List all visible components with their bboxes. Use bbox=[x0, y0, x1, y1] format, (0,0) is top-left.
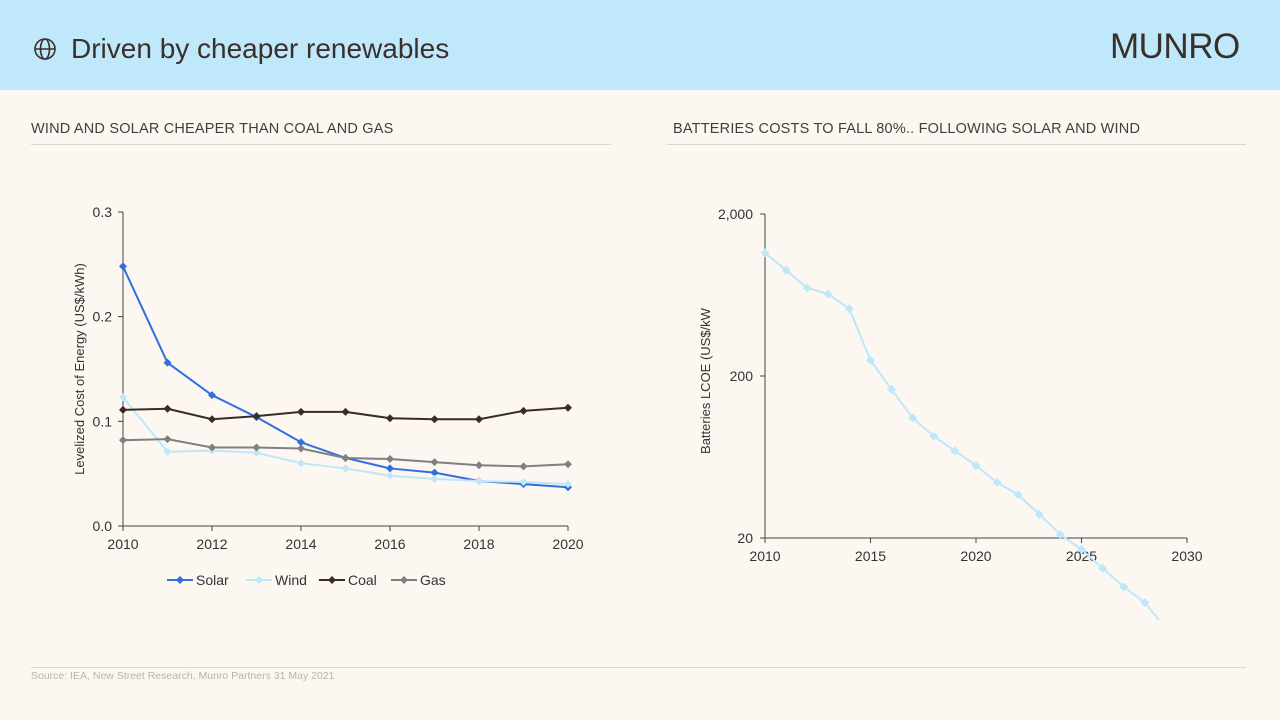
data-point-battery bbox=[929, 431, 939, 441]
data-point-wind bbox=[430, 474, 439, 483]
data-point-wind bbox=[163, 447, 172, 456]
data-point-battery bbox=[1077, 544, 1086, 554]
footer-rule bbox=[31, 667, 1246, 668]
data-point-battery bbox=[823, 289, 833, 299]
data-point-coal bbox=[564, 403, 572, 412]
x-tick-label: 2020 bbox=[552, 536, 583, 552]
x-tick-label: 2010 bbox=[749, 548, 780, 564]
data-point-wind bbox=[252, 448, 261, 457]
data-point-gas bbox=[475, 461, 483, 470]
data-point-battery bbox=[971, 461, 981, 471]
lcoe-line-chart: 0.0 0.1 0.2 0.3 2010 2012 2014 2016 2018 2020 Leve… bbox=[72, 204, 584, 588]
data-point-solar bbox=[297, 438, 305, 447]
globe-icon bbox=[34, 38, 56, 60]
data-point-battery bbox=[950, 446, 960, 456]
data-point-coal bbox=[341, 407, 350, 416]
data-point-battery bbox=[1119, 582, 1129, 592]
data-point-gas bbox=[208, 443, 216, 452]
data-point-wind bbox=[564, 480, 572, 489]
data-point-solar bbox=[208, 391, 216, 400]
legend-label-coal: Coal bbox=[348, 572, 377, 588]
y-tick-label: 200 bbox=[730, 368, 754, 384]
data-point-coal bbox=[297, 407, 305, 416]
data-point-gas bbox=[297, 444, 305, 453]
right-section-title: BATTERIES COSTS TO FALL 80%.. FOLLOWING … bbox=[673, 121, 1141, 137]
data-point-wind bbox=[297, 459, 305, 468]
legend-label-gas: Gas bbox=[420, 572, 446, 588]
right-section-rule bbox=[667, 144, 1246, 145]
data-point-battery bbox=[908, 413, 918, 423]
data-point-battery bbox=[760, 248, 770, 258]
data-point-battery bbox=[781, 265, 791, 275]
left-section-rule bbox=[31, 144, 611, 145]
y-tick-label: 0.2 bbox=[93, 309, 113, 325]
data-point-gas bbox=[564, 460, 572, 469]
data-point-solar bbox=[163, 358, 172, 367]
munro-logo: MUNRO bbox=[1110, 27, 1240, 66]
page-title: Driven by cheaper renewables bbox=[71, 33, 450, 64]
y-tick-label: 20 bbox=[737, 530, 753, 546]
x-tick-label: 2014 bbox=[285, 536, 316, 552]
legend-marker-solar bbox=[176, 576, 184, 584]
y-tick-label: 0.1 bbox=[93, 413, 113, 429]
data-point-gas bbox=[341, 453, 350, 462]
data-point-battery bbox=[1034, 509, 1044, 519]
data-point-battery bbox=[1140, 597, 1150, 607]
x-tick-label: 2030 bbox=[1171, 548, 1202, 564]
data-point-battery bbox=[887, 385, 897, 395]
data-point-wind bbox=[341, 464, 350, 473]
x-tick-label: 2010 bbox=[107, 536, 138, 552]
data-point-gas bbox=[430, 458, 439, 467]
data-point-gas bbox=[163, 435, 172, 444]
battery-lcoe-line-chart: 20 200 2,000 2010 2015 2020 2025 2030 Batteries … bbox=[698, 206, 1203, 620]
legend-marker-gas bbox=[400, 576, 408, 584]
data-point-gas bbox=[519, 462, 528, 471]
data-point-coal bbox=[208, 415, 216, 424]
x-tick-label: 2025 bbox=[1066, 548, 1097, 564]
data-point-battery bbox=[866, 355, 875, 365]
header-banner: Driven by cheaper renewables MUNRO bbox=[0, 0, 1280, 90]
y-tick-label: 0.0 bbox=[93, 518, 113, 534]
legend-marker-coal bbox=[328, 576, 336, 584]
data-point-coal bbox=[252, 412, 261, 421]
data-point-coal bbox=[430, 415, 439, 424]
data-point-battery bbox=[844, 304, 854, 314]
data-point-battery bbox=[1098, 563, 1108, 573]
data-point-gas bbox=[119, 436, 127, 445]
legend-marker-wind bbox=[255, 576, 263, 584]
x-tick-label: 2012 bbox=[196, 536, 227, 552]
data-point-coal bbox=[519, 406, 528, 415]
data-point-battery bbox=[992, 478, 1002, 488]
legend-label-wind: Wind bbox=[275, 572, 307, 588]
data-point-gas bbox=[252, 443, 261, 452]
x-tick-label: 2020 bbox=[960, 548, 991, 564]
y-axis-label: Batteries LCOE (US$/kW bbox=[698, 307, 713, 454]
y-tick-label: 2,000 bbox=[718, 206, 753, 222]
y-tick-label: 0.3 bbox=[93, 204, 113, 220]
data-point-wind bbox=[386, 471, 394, 480]
source-note: Source: IEA, New Street Research, Munro … bbox=[31, 670, 335, 682]
series-line-battery bbox=[764, 252, 1161, 620]
data-point-wind bbox=[119, 393, 127, 402]
data-point-coal bbox=[475, 415, 483, 424]
data-point-battery bbox=[802, 283, 812, 293]
x-tick-label: 2018 bbox=[463, 536, 494, 552]
data-point-solar bbox=[386, 464, 394, 473]
data-point-wind bbox=[519, 478, 528, 487]
data-point-coal bbox=[386, 414, 394, 423]
data-point-solar bbox=[119, 262, 127, 271]
data-point-coal bbox=[119, 405, 127, 414]
data-point-solar bbox=[430, 468, 439, 477]
data-point-wind bbox=[475, 476, 483, 485]
x-tick-label: 2015 bbox=[855, 548, 886, 564]
legend-label-solar: Solar bbox=[196, 572, 229, 588]
y-axis-label: Levelized Cost of Energy (US$/kWh) bbox=[72, 263, 87, 475]
x-tick-label: 2016 bbox=[374, 536, 405, 552]
left-section-title: WIND AND SOLAR CHEAPER THAN COAL AND GAS bbox=[31, 121, 394, 137]
data-point-coal bbox=[163, 404, 172, 413]
data-point-battery bbox=[1055, 530, 1065, 540]
data-point-battery bbox=[1013, 490, 1023, 500]
data-point-gas bbox=[386, 455, 394, 464]
